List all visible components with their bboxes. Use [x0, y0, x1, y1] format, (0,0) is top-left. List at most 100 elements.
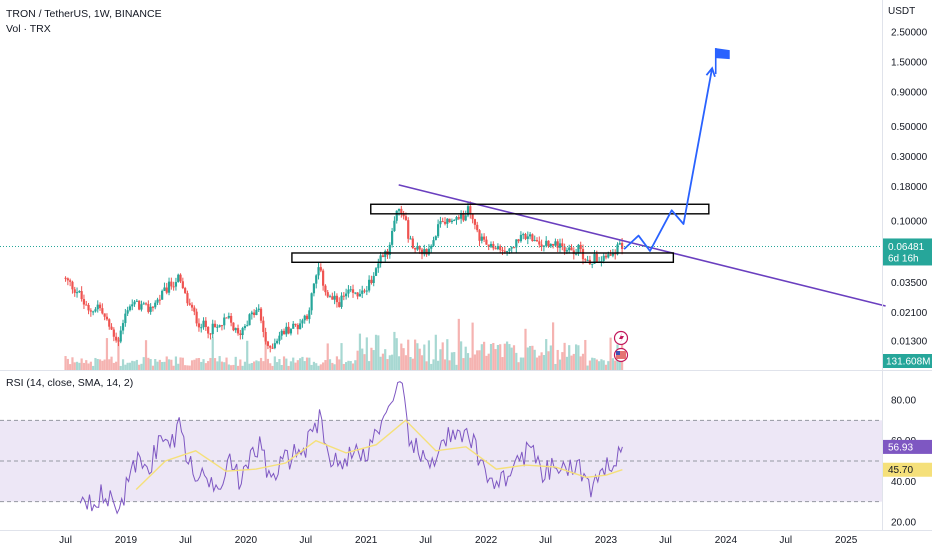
volume-bar: [604, 364, 608, 370]
volume-bar: [280, 365, 283, 370]
candle-body: [319, 267, 322, 271]
candle-body: [310, 293, 313, 311]
candle-body: [552, 243, 555, 246]
volume-bar: [388, 355, 391, 370]
volume-bar: [423, 344, 426, 370]
volume-bar: [204, 363, 207, 370]
candle-body: [545, 240, 548, 246]
volume-bar: [531, 345, 534, 370]
candle-body: [570, 247, 573, 251]
volume-bar: [135, 359, 138, 370]
candle-body: [572, 250, 575, 255]
candle-body: [269, 345, 272, 348]
volume-bar: [333, 364, 336, 370]
volume-value-badge: [883, 354, 932, 368]
volume-bar: [508, 344, 511, 370]
candle-body: [478, 230, 481, 241]
candle-body: [418, 245, 421, 250]
candle-body: [351, 289, 355, 293]
candle-body: [471, 214, 474, 220]
candle-body: [503, 250, 506, 252]
candle-body: [393, 220, 396, 231]
candle-body: [388, 244, 391, 256]
volume-bar: [349, 361, 352, 370]
time-tick-label: Jul: [179, 535, 192, 546]
candle-body: [416, 245, 419, 250]
candle-body: [538, 241, 541, 245]
candle-body: [457, 217, 460, 219]
volume-bar: [374, 334, 378, 370]
volume-bar: [354, 360, 357, 370]
volume-bar: [356, 350, 359, 370]
volume-bar: [384, 349, 387, 370]
time-tick-label: Jul: [419, 535, 432, 546]
candle-body: [71, 281, 74, 290]
candle-body: [253, 312, 256, 316]
candle-body: [184, 288, 187, 294]
candle-body: [248, 314, 251, 326]
volume-bar: [227, 364, 230, 370]
candle-body: [540, 244, 543, 247]
candle-body: [549, 243, 552, 247]
volume-bar: [425, 361, 428, 370]
candle-body: [78, 291, 81, 293]
price-tick-label: 0.02100: [891, 308, 928, 319]
candle-body: [361, 290, 364, 294]
candle-body: [271, 347, 274, 349]
us-flag-stripes-icon: [616, 351, 626, 359]
volume-bar: [273, 356, 276, 370]
candle-body: [257, 308, 260, 311]
candle-body: [69, 280, 72, 282]
candle-body: [529, 234, 532, 237]
volume-bar: [255, 360, 258, 370]
volume-bar: [586, 365, 589, 370]
volume-bar: [250, 362, 253, 370]
candle-body: [607, 254, 610, 258]
candle-body: [473, 219, 477, 225]
volume-bar: [602, 360, 605, 370]
candle-body: [190, 304, 194, 308]
volume-bar: [179, 357, 182, 370]
volume-bar: [455, 364, 458, 370]
candle-body: [276, 340, 279, 344]
volume-bar: [89, 361, 92, 370]
candle-body: [368, 279, 371, 291]
volume-bar: [462, 358, 465, 370]
volume-bar: [370, 347, 373, 370]
volume-bar: [253, 361, 256, 370]
candle-body: [172, 286, 175, 288]
candle-body: [216, 326, 219, 328]
rsi-legend[interactable]: RSI (14, close, SMA, 14, 2): [6, 377, 134, 389]
candle-body: [384, 250, 387, 258]
candle-body: [434, 236, 437, 241]
countdown-label: 6d 16h: [888, 253, 919, 264]
volume-bar: [478, 350, 481, 370]
candle-body: [485, 239, 488, 245]
symbol-title[interactable]: TRON / TetherUS, 1W, BINANCE: [6, 8, 162, 20]
volume-bar: [400, 343, 403, 370]
volume-bar: [473, 354, 477, 370]
volume-bar: [75, 361, 79, 370]
volume-bar: [96, 359, 99, 370]
price-tick-label: 0.30000: [891, 152, 928, 163]
candle-body: [308, 310, 311, 320]
candle-body: [427, 248, 431, 255]
candle-body: [483, 236, 486, 240]
time-tick-label: 2019: [115, 535, 138, 546]
target-flag-icon: [715, 48, 730, 60]
volume-bar: [117, 338, 120, 370]
volume-bar: [609, 337, 612, 370]
volume-bar: [287, 365, 290, 370]
candle-body: [591, 263, 594, 265]
volume-bar: [124, 364, 127, 370]
time-tick-label: 2022: [475, 535, 498, 546]
candle-body: [322, 270, 325, 286]
candle-body: [565, 250, 569, 252]
candle-body: [124, 313, 127, 324]
volume-legend[interactable]: Vol · TRX: [6, 23, 51, 35]
volume-bar: [331, 362, 334, 370]
volume-bar: [563, 342, 566, 370]
volume-bar: [496, 344, 500, 370]
candle-body: [188, 303, 191, 305]
candle-body: [604, 255, 608, 258]
